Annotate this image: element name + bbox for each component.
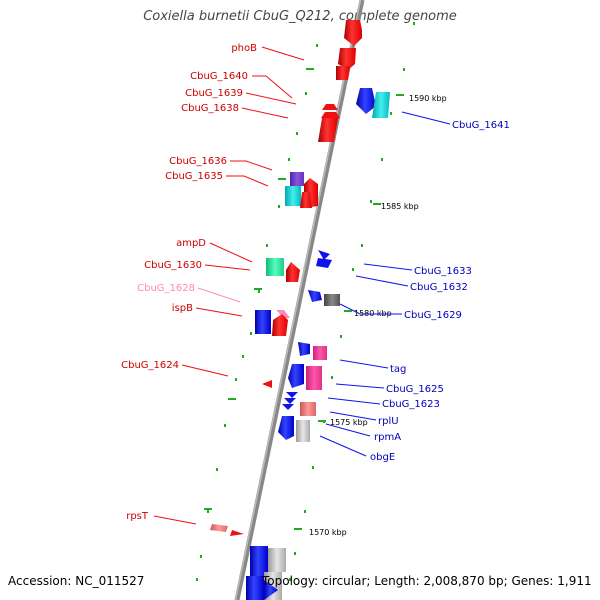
gene-CbuG_1636	[290, 172, 304, 186]
genome-summary-text: Topology: circular; Length: 2,008,870 bp…	[262, 574, 592, 588]
label-ispB: ispB	[172, 303, 193, 314]
right-label-group: CbuG_1641 CbuG_1633 CbuG_1632 CbuG_1629 …	[370, 120, 510, 463]
gene-CbuG_1629	[324, 294, 340, 306]
label-CbuG_1632: CbuG_1632	[410, 282, 468, 293]
gene-CbuG_1630	[286, 262, 300, 282]
gene-CbuG_1623	[300, 402, 316, 416]
gene-ampD	[266, 258, 284, 276]
label-CbuG_1639: CbuG_1639	[185, 88, 243, 99]
label-CbuG_1640: CbuG_1640	[190, 71, 248, 82]
map-title: Coxiella burnetii CbuG_Q212, complete ge…	[143, 9, 457, 24]
label-CbuG_1636: CbuG_1636	[169, 156, 227, 167]
kbp-label-1575: 1575 kbp	[330, 418, 368, 427]
label-ampD: ampD	[176, 238, 206, 249]
label-CbuG_1638: CbuG_1638	[181, 103, 239, 114]
forward-genes	[210, 20, 362, 600]
gene-phoB	[338, 48, 356, 70]
left-label-group: phoB CbuG_1640 CbuG_1639 CbuG_1638 CbuG_…	[121, 43, 257, 522]
gene-CbuG_1625	[306, 366, 322, 390]
gene-CbuG_1632	[308, 290, 322, 302]
gene-tag	[313, 346, 327, 360]
gene-CbuG_1624	[262, 380, 272, 388]
gene-CbuG_1638	[318, 118, 338, 142]
gene-rpsT	[210, 524, 228, 532]
label-tag: tag	[390, 364, 406, 375]
label-CbuG_1624: CbuG_1624	[121, 360, 179, 371]
label-CbuG_1623: CbuG_1623	[382, 399, 440, 410]
label-CbuG_1633: CbuG_1633	[414, 266, 472, 277]
kbp-label-1570: 1570 kbp	[309, 528, 347, 537]
label-rpsT: rpsT	[126, 511, 149, 522]
genome-backbone	[234, 0, 365, 600]
label-CbuG_1625: CbuG_1625	[386, 384, 444, 395]
minor-ticks-left	[196, 44, 318, 581]
gene-rplU	[278, 416, 294, 440]
minor-ticks-right	[289, 22, 415, 581]
gene-CbuG_1641	[372, 92, 390, 118]
label-rpmA: rpmA	[374, 432, 401, 443]
label-obgE: obgE	[370, 452, 395, 463]
gene-CbuG_1635	[285, 186, 301, 206]
label-CbuG_1641: CbuG_1641	[452, 120, 510, 131]
gene-CbuG_1628	[276, 310, 290, 318]
label-CbuG_1628: CbuG_1628	[137, 283, 195, 294]
kbp-label-1590: 1590 kbp	[409, 94, 447, 103]
gene-obgE	[296, 420, 310, 442]
reverse-genes	[264, 88, 390, 600]
label-CbuG_1630: CbuG_1630	[144, 260, 202, 271]
gene-ispB	[255, 310, 271, 334]
left-leaders	[153, 46, 305, 525]
gene-top-red	[344, 20, 362, 46]
label-rplU: rplU	[378, 416, 399, 427]
gene-CbuG_1633	[316, 258, 332, 268]
label-phoB: phoB	[231, 43, 257, 54]
label-CbuG_1635: CbuG_1635	[165, 171, 223, 182]
label-CbuG_1629: CbuG_1629	[404, 310, 462, 321]
kbp-label-1585: 1585 kbp	[381, 202, 419, 211]
gene-CbuG_1641-a	[356, 88, 376, 114]
accession-text: Accession: NC_011527	[8, 574, 145, 588]
right-leaders	[319, 111, 451, 457]
